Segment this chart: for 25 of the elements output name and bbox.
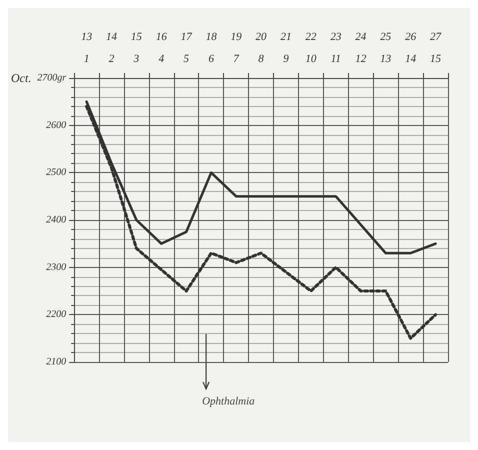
y-tick-label: 2600 xyxy=(46,120,66,131)
y-tick-label: 2100 xyxy=(46,356,66,368)
line-series xyxy=(85,104,438,340)
x-tick-label: 14 2 xyxy=(106,31,118,65)
x-axis-title: Oct. xyxy=(11,71,32,85)
x-tick-label: 26 14 xyxy=(405,31,417,65)
x-tick-label: 27 15 xyxy=(430,31,442,65)
x-tick-label: 24 12 xyxy=(355,31,367,65)
text: Ophthalmia xyxy=(202,396,256,408)
x-tick-label: 15 3 xyxy=(130,31,142,65)
x-tick-label: 23 11 xyxy=(330,31,342,65)
x-tick-label: 16 4 xyxy=(156,31,168,65)
y-tick-label: 2700gr xyxy=(37,72,66,84)
y-tick-label: 2200 xyxy=(46,309,66,320)
x-tick-label: 21 9 xyxy=(280,31,292,65)
x-tick-label: 17 5 xyxy=(180,31,192,65)
x-tick-label: 25 13 xyxy=(380,31,392,65)
x-tick-label: 13 1 xyxy=(81,31,93,65)
y-tick-label: 2500 xyxy=(46,167,66,178)
y-tick-label: 2300 xyxy=(46,262,66,273)
x-tick-label: 18 6 xyxy=(206,31,218,65)
y-tick-label: 2400 xyxy=(46,214,66,226)
x-tick-label: 22 10 xyxy=(305,31,317,65)
x-tick-label: 19 7 xyxy=(230,31,242,65)
x-tick-label: 20 8 xyxy=(256,31,268,65)
